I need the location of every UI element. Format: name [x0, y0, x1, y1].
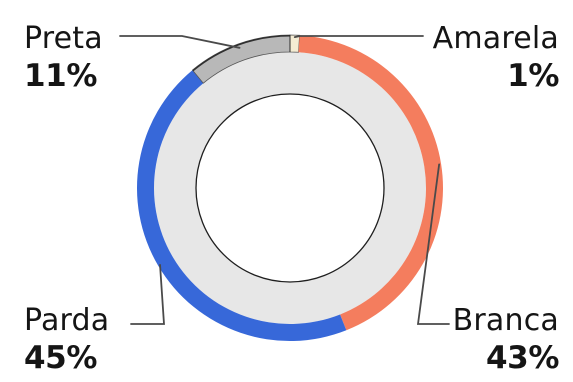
- label-branca-name: Branca: [452, 303, 559, 338]
- label-parda-name: Parda: [24, 303, 110, 338]
- label-parda: Parda 45%: [24, 306, 109, 374]
- label-amarela-name: Amarela: [432, 21, 559, 56]
- label-preta: Preta 11%: [24, 24, 103, 92]
- label-amarela: Amarela 1%: [432, 21, 560, 94]
- leader-line-parda: [130, 263, 165, 325]
- label-preta-name: Preta: [24, 21, 103, 56]
- leader-line-branca: [416, 163, 450, 325]
- label-branca: Branca 43%: [452, 303, 560, 376]
- donut-hole: [195, 93, 385, 283]
- inner-ring: [154, 52, 426, 324]
- slice-branca: [298, 35, 443, 331]
- label-preta-value: 11%: [24, 58, 98, 94]
- label-parda-value: 45%: [24, 340, 98, 376]
- label-amarela-value: 1%: [507, 58, 559, 94]
- leader-line-preta: [119, 35, 241, 49]
- leader-line-amarela: [293, 35, 424, 38]
- label-branca-value: 43%: [485, 340, 559, 376]
